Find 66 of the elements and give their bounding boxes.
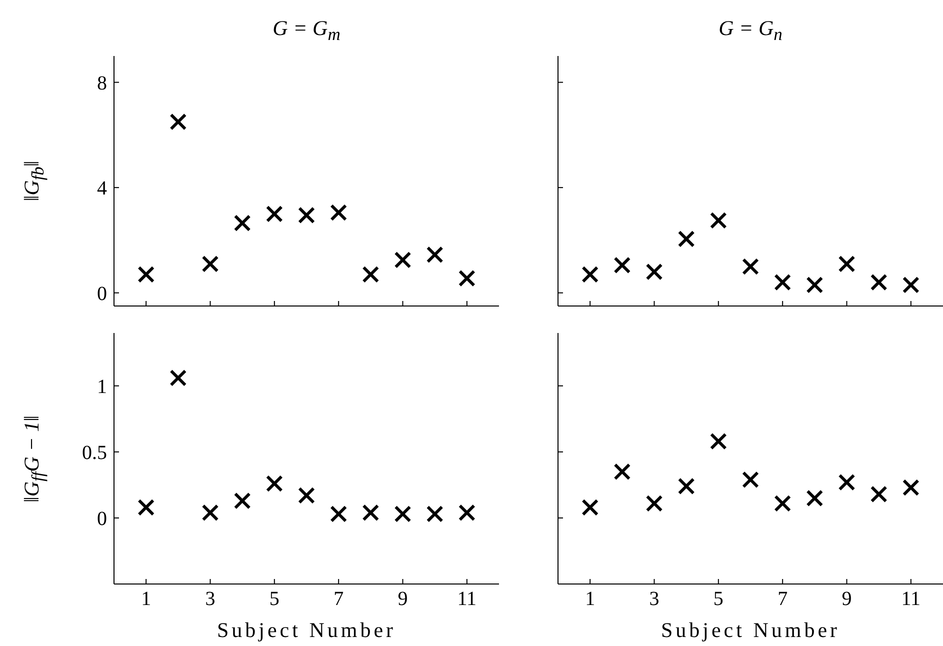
point — [774, 274, 792, 291]
y-tick-label: 0 — [97, 508, 107, 530]
point — [298, 486, 315, 504]
point — [170, 369, 187, 386]
point — [838, 474, 856, 491]
point — [582, 498, 599, 516]
x-tick-label: 9 — [398, 588, 408, 610]
x-tick-label: 11 — [901, 588, 921, 610]
point — [266, 475, 283, 492]
point — [742, 258, 759, 276]
point — [614, 463, 631, 480]
point — [458, 504, 476, 522]
point — [710, 432, 727, 450]
point — [902, 276, 920, 294]
x-tick-label: 7 — [778, 588, 788, 610]
chart-title: G = G$_{m}$ — [272, 16, 342, 46]
x-tick-label: 1 — [141, 588, 152, 610]
point — [742, 471, 759, 488]
x-tick-label: 7 — [334, 588, 344, 610]
point — [774, 494, 792, 512]
point — [806, 490, 824, 507]
x-tick-label: 9 — [842, 588, 852, 610]
point — [458, 270, 476, 287]
x-axis-title: Subject Number — [216, 618, 398, 643]
point — [614, 256, 631, 274]
y-tick-label: 4 — [97, 178, 107, 200]
point — [710, 212, 727, 229]
point — [426, 505, 444, 522]
point — [394, 505, 412, 522]
point — [138, 266, 155, 283]
point — [362, 504, 380, 522]
point — [678, 230, 695, 248]
point — [234, 492, 251, 510]
y-tick-label: 0.5 — [82, 442, 107, 464]
x-tick-label: 5 — [713, 588, 724, 610]
point — [234, 214, 251, 232]
y-tick-label: 0 — [97, 282, 107, 305]
x-tick-label: 5 — [269, 588, 280, 610]
point — [838, 255, 856, 272]
y-tick-label: 1 — [97, 376, 107, 398]
point — [330, 204, 348, 222]
point — [266, 205, 283, 222]
point — [298, 206, 315, 224]
x-tick-label: 11 — [457, 588, 477, 610]
point — [806, 276, 824, 294]
point — [870, 274, 888, 291]
point — [902, 479, 920, 496]
point — [582, 266, 599, 283]
x-tick-label: 3 — [205, 588, 216, 610]
x-tick-label: 1 — [585, 588, 596, 610]
point — [678, 478, 695, 495]
x-axis-title: Subject Number — [660, 618, 842, 643]
y-tick-label: 8 — [97, 72, 107, 94]
point — [330, 505, 348, 522]
chart-title: G = G$_{n}$ — [718, 16, 784, 46]
point — [170, 113, 187, 130]
point — [202, 504, 219, 522]
point — [362, 266, 380, 283]
point — [426, 246, 444, 264]
point — [870, 486, 888, 503]
point — [394, 251, 412, 268]
point — [138, 498, 155, 516]
x-tick-label: 3 — [649, 588, 660, 610]
point — [202, 255, 219, 272]
point — [646, 263, 663, 280]
point — [646, 494, 663, 512]
